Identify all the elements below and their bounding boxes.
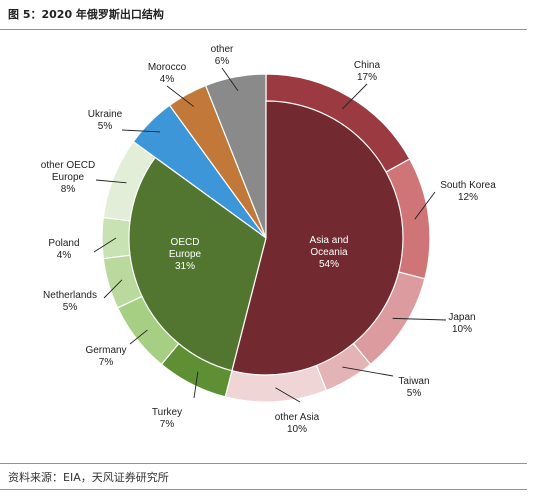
outer-labels: China 17% South Korea 12% Japan 10% Taiwan 5% ot… <box>41 44 496 435</box>
outer-slice-other <box>204 73 267 239</box>
leader-line-turkey <box>193 371 199 399</box>
leader-line-other-oecd-europe <box>95 179 127 184</box>
bottom-divider-2 <box>0 489 527 490</box>
leader-line-japan <box>392 317 447 321</box>
outer-label-other-asia: other Asia 10% <box>275 412 320 435</box>
source-note: 资料来源：EIA，天风证券研究所 <box>8 471 169 484</box>
inner-pie <box>128 100 404 376</box>
leader-line-south-korea <box>414 191 436 220</box>
bottom-divider <box>0 463 527 464</box>
leader-line-ukraine <box>121 129 160 133</box>
figure-header: 图 5：2020 年俄罗斯出口结构 <box>0 0 533 24</box>
outer-label-morocco: Morocco 4% <box>148 62 187 85</box>
outer-label-ukraine: Ukraine 5% <box>88 109 123 132</box>
outer-label-poland: Poland 4% <box>48 238 79 261</box>
inner-label-oecd-europe: OECD Europe 31% <box>169 237 202 272</box>
leader-line-other <box>221 67 239 91</box>
outer-label-other: other 6% <box>211 44 234 67</box>
inner-label-asia-and-oceania: Asia and Oceania 54% <box>310 235 349 270</box>
inner-labels: Asia and Oceania 54% OECD Europe 31% <box>169 235 349 272</box>
leader-line-china <box>342 83 368 110</box>
outer-label-turkey: Turkey 7% <box>152 407 182 430</box>
leader-line-taiwan <box>342 366 394 377</box>
outer-label-other-oecd-europe: other OECD Europe 8% <box>41 160 95 195</box>
top-divider <box>0 29 527 30</box>
outer-label-netherlands: Netherlands 5% <box>43 290 97 313</box>
leader-line-poland <box>93 237 117 253</box>
inner-slice-asia-and-oceania <box>231 100 404 376</box>
outer-label-south-korea: South Korea 12% <box>440 180 496 203</box>
outer-label-china: China 17% <box>354 60 381 83</box>
leader-line-netherlands <box>103 279 123 299</box>
nested-donut-chart: China 17% South Korea 12% Japan 10% Taiwan 5% ot… <box>41 44 496 435</box>
leader-lines <box>93 67 447 403</box>
figure-title: 图 5：2020 年俄罗斯出口结构 <box>8 8 164 21</box>
outer-label-germany: Germany 7% <box>85 345 126 368</box>
leader-line-other-asia <box>275 387 301 403</box>
leader-line-morocco <box>166 85 195 107</box>
outer-label-taiwan: Taiwan 5% <box>398 376 429 399</box>
outer-label-japan: Japan 10% <box>448 312 475 335</box>
inner-slice-oecd-europe <box>128 156 267 372</box>
leader-line-germany <box>129 329 148 345</box>
